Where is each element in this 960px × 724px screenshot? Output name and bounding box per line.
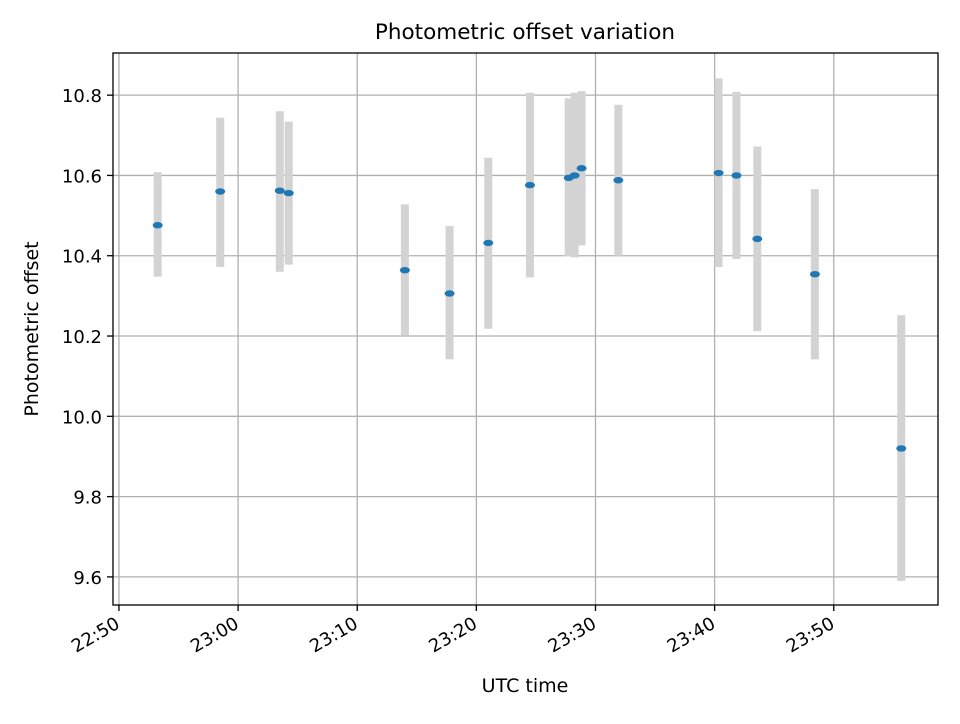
chart-title: Photometric offset variation	[375, 20, 675, 45]
data-point	[215, 188, 226, 195]
y-tick-label: 10.6	[62, 166, 102, 187]
x-axis-ticks: 22:50 23:00 23:10 23:20 23:30 23:40 23:50	[68, 605, 838, 657]
x-tick-label: 23:10	[306, 613, 361, 657]
error-bars	[153, 78, 906, 581]
data-point	[152, 222, 163, 229]
x-tick-label: 23:40	[664, 613, 719, 657]
x-tick-label: 23:50	[783, 613, 838, 657]
y-tick-label: 9.8	[73, 488, 102, 509]
x-axis-label: UTC time	[482, 675, 569, 697]
y-tick-label: 9.6	[73, 568, 102, 589]
x-tick-label: 23:20	[425, 613, 480, 657]
data-point	[731, 172, 742, 179]
y-axis-ticks: 9.6 9.8 10.0 10.2 10.4 10.6 10.8	[62, 86, 113, 589]
y-tick-label: 10.8	[62, 86, 102, 107]
data-points	[152, 165, 907, 452]
y-axis-label: Photometric offset	[21, 241, 43, 416]
data-point	[809, 271, 820, 278]
data-point	[752, 235, 763, 243]
data-point	[613, 177, 624, 184]
x-tick-label: 23:30	[545, 613, 600, 657]
data-point	[483, 239, 494, 247]
data-point	[283, 189, 294, 197]
data-point	[576, 165, 587, 172]
data-point	[274, 187, 285, 194]
x-tick-label: 23:00	[187, 613, 242, 657]
data-point	[524, 181, 535, 189]
data-point	[399, 266, 410, 274]
data-point	[444, 290, 455, 297]
plot-frame	[112, 52, 939, 606]
x-tick-label: 22:50	[68, 613, 123, 657]
y-tick-label: 10.2	[62, 327, 102, 348]
data-point	[569, 172, 580, 179]
y-tick-label: 10.4	[62, 247, 102, 268]
data-point	[713, 169, 724, 177]
data-point	[896, 445, 907, 452]
y-tick-label: 10.0	[62, 407, 102, 428]
grid	[113, 53, 938, 605]
